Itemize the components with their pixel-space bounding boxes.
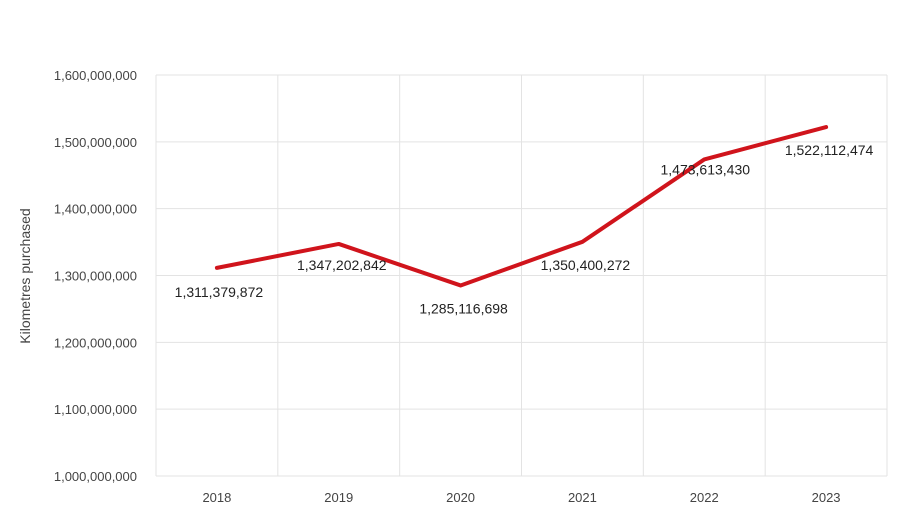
data-label: 1,350,400,272: [541, 257, 631, 273]
series-line: [214, 125, 829, 288]
y-tick-label: 1,500,000,000: [54, 135, 137, 150]
data-label: 1,522,112,474: [785, 142, 874, 158]
y-tick-label: 1,300,000,000: [54, 269, 137, 284]
grid: [155, 74, 888, 477]
x-tick-label: 2018: [202, 490, 231, 505]
x-tick-label: 2021: [568, 490, 597, 505]
series-layer: [214, 125, 829, 288]
data-labels: 1,311,379,872 1,347,202,842 1,285,116,698 1…: [175, 142, 874, 316]
x-tick-label: 2020: [446, 490, 475, 505]
y-tick-label: 1,000,000,000: [54, 469, 137, 484]
data-label: 1,347,202,842: [297, 257, 387, 273]
x-axis-tick-labels: 2018 2019 2020 2021 2022 2023: [202, 490, 840, 505]
y-tick-label: 1,400,000,000: [54, 202, 137, 217]
y-tick-label: 1,200,000,000: [54, 335, 137, 350]
x-tick-label: 2022: [690, 490, 719, 505]
data-label: 1,285,116,698: [419, 300, 508, 316]
data-label: 1,311,379,872: [175, 284, 264, 300]
x-tick-label: 2019: [324, 490, 353, 505]
data-label: 1,473,613,430: [660, 161, 750, 177]
y-axis-title: Kilometres purchased: [17, 208, 33, 343]
x-tick-label: 2023: [812, 490, 841, 505]
y-tick-label: 1,600,000,000: [54, 68, 137, 83]
y-tick-label: 1,100,000,000: [54, 402, 137, 417]
y-axis-tick-labels: 1,000,000,000 1,100,000,000 1,200,000,000 1…: [54, 68, 137, 484]
